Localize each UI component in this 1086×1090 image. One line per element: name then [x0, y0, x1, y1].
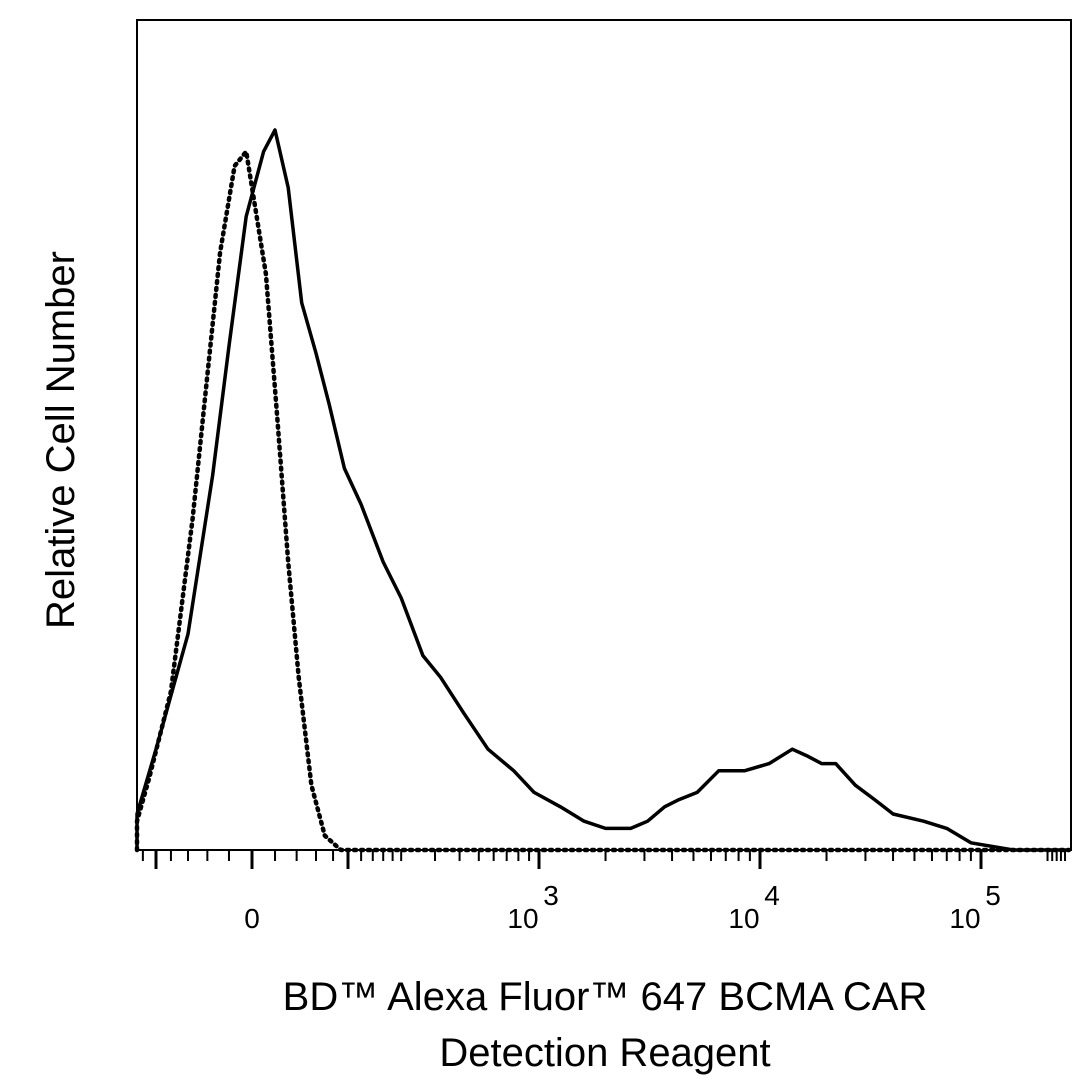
- x-axis-major-ticks: [154, 850, 983, 869]
- x-tick-label-exponent: 5: [985, 880, 1001, 911]
- x-axis-label-line-2: Detection Reagent: [439, 1031, 770, 1075]
- x-tick-label-base: 10: [728, 903, 759, 934]
- x-tick-label-exponent: 3: [543, 880, 559, 911]
- x-tick-label: 105: [949, 880, 1000, 934]
- y-axis-label: Relative Cell Number: [39, 251, 83, 629]
- x-tick-label: 103: [507, 880, 558, 934]
- histogram-series: [134, 128, 1072, 853]
- x-tick-label: 0: [244, 903, 260, 934]
- x-tick-label-base: 0: [244, 903, 260, 934]
- solid-series-line: [135, 128, 1069, 852]
- dotted-series-line: [134, 149, 1072, 853]
- x-tick-label-base: 10: [949, 903, 980, 934]
- x-tick-label-exponent: 4: [764, 880, 780, 911]
- x-axis-label-line-1: BD™ Alexa Fluor™ 647 BCMA CAR: [283, 975, 928, 1019]
- x-tick-label-base: 10: [507, 903, 538, 934]
- x-tick-label: 104: [728, 880, 779, 934]
